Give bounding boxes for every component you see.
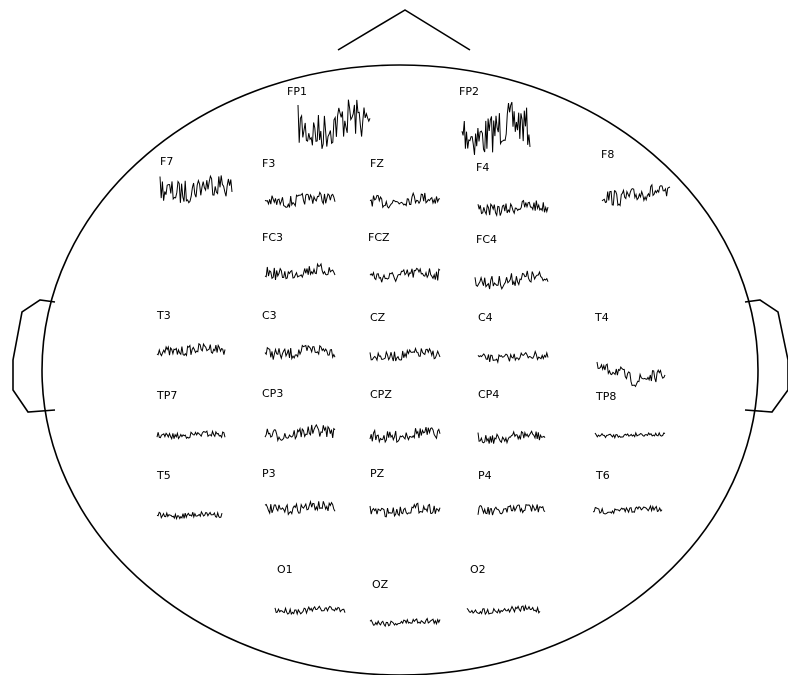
electrode-label: C4 xyxy=(478,311,493,324)
electrode-label: PZ xyxy=(370,467,385,480)
eeg-trace xyxy=(160,175,232,202)
eeg-trace xyxy=(370,349,440,362)
electrode-label: O1 xyxy=(277,563,293,576)
eeg-trace xyxy=(157,344,225,356)
electrode-label: TP7 xyxy=(156,389,177,402)
electrode-label: T6 xyxy=(595,469,610,482)
electrode-label: FP1 xyxy=(287,85,307,98)
electrode-label: OZ xyxy=(372,578,389,591)
eeg-trace xyxy=(298,100,370,149)
electrode-label: C3 xyxy=(262,309,277,322)
eeg-trace xyxy=(462,102,530,155)
electrode-label: CZ xyxy=(370,311,386,324)
eeg-trace xyxy=(370,427,440,442)
electrode-label: T4 xyxy=(594,311,609,324)
head-outline xyxy=(42,65,758,675)
electrode-label: F4 xyxy=(476,161,489,174)
electrode-label: FC4 xyxy=(476,233,497,246)
head-map: FP1 FP2 F7 F3 FZ F4 F8 FC3 FCZ FC4 T3 C3 CZ C4 T4 TP7 CP… xyxy=(0,0,788,675)
eeg-trace xyxy=(275,606,345,614)
nose xyxy=(338,10,470,50)
eeg-trace xyxy=(467,606,540,614)
eeg-trace xyxy=(265,264,335,280)
eeg-trace xyxy=(265,192,335,207)
electrode-label: CP4 xyxy=(478,388,499,401)
electrode-label: P4 xyxy=(478,469,492,482)
electrode-label: T5 xyxy=(156,469,171,482)
eeg-trace xyxy=(475,271,548,289)
electrode-label: CP3 xyxy=(262,387,283,400)
eeg-trace xyxy=(478,201,548,216)
electrode-label: FP2 xyxy=(459,85,479,98)
left-ear xyxy=(13,300,55,412)
eeg-trace xyxy=(370,503,440,517)
electrode-label: FC3 xyxy=(262,231,283,244)
eeg-trace xyxy=(595,433,665,438)
electrode-label: O2 xyxy=(470,563,486,576)
electrode-label: FCZ xyxy=(368,231,390,244)
eeg-trace xyxy=(157,431,225,439)
electrodes: FP1 FP2 F7 F3 FZ F4 F8 FC3 FCZ FC4 T3 C3 CZ C4 T4 TP7 CP… xyxy=(156,85,670,626)
electrode-label: T3 xyxy=(156,309,171,322)
eeg-trace xyxy=(370,268,440,282)
eeg-trace xyxy=(478,431,545,443)
eeg-trace xyxy=(265,425,335,441)
eeg-trace xyxy=(265,346,335,360)
electrode-label: F3 xyxy=(262,157,275,170)
eeg-trace xyxy=(597,362,665,386)
eeg-trace xyxy=(157,512,222,519)
electrode-label: F8 xyxy=(601,148,614,161)
electrode-label: P3 xyxy=(262,467,276,480)
eeg-trace xyxy=(370,619,440,627)
electrode-label: TP8 xyxy=(595,390,616,403)
eeg-trace xyxy=(593,506,662,514)
electrode-label: F7 xyxy=(160,155,173,168)
eeg-trace xyxy=(478,352,548,363)
eeg-trace xyxy=(265,501,335,514)
electrode-label: FZ xyxy=(370,157,384,170)
electrode-label: CPZ xyxy=(370,388,392,401)
eeg-trace xyxy=(370,193,440,208)
eeg-trace xyxy=(478,505,545,516)
eeg-trace xyxy=(602,185,670,206)
right-ear xyxy=(745,300,788,412)
